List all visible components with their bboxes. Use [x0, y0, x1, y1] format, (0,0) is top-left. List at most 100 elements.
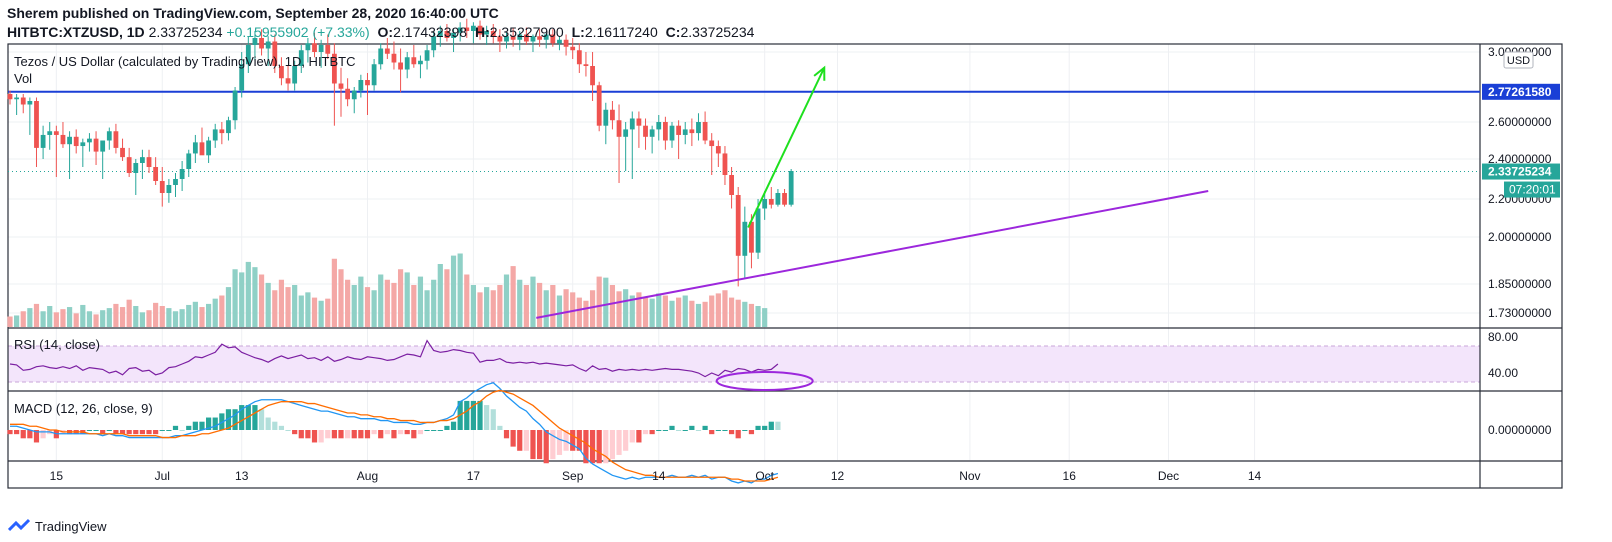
- candle-body: [451, 32, 456, 38]
- candle-body: [411, 57, 417, 65]
- candle-body: [431, 36, 437, 51]
- volume-bar: [642, 297, 649, 327]
- candle-body: [219, 129, 225, 134]
- macd-histogram-bar: [424, 430, 430, 431]
- volume-bar: [113, 303, 119, 327]
- macd-histogram-bar: [232, 409, 238, 430]
- candle-body: [14, 97, 20, 100]
- macd-histogram-bar: [252, 405, 258, 430]
- candle-body: [7, 94, 13, 100]
- candle-body: [623, 129, 629, 137]
- volume-bar: [417, 276, 424, 327]
- macd-histogram-bar: [728, 430, 735, 435]
- macd-histogram-bar: [404, 430, 410, 435]
- candle-body: [166, 185, 172, 193]
- hline-price-label: 2.77261580: [1488, 85, 1552, 99]
- macd-histogram-bar: [186, 425, 192, 430]
- candle-body: [490, 31, 496, 37]
- candle-body: [696, 122, 701, 134]
- volume-bar: [378, 274, 384, 327]
- macd-histogram-bar: [550, 430, 556, 460]
- candle-body: [212, 129, 218, 141]
- volume-bar: [40, 311, 46, 327]
- macd-histogram-bar: [623, 430, 629, 451]
- macd-histogram-bar: [609, 430, 616, 460]
- volume-label: Vol: [14, 71, 32, 86]
- macd-histogram-bar: [722, 430, 728, 431]
- macd-histogram-bar: [576, 430, 582, 451]
- candle-body: [510, 36, 516, 40]
- macd-histogram-bar: [563, 430, 569, 451]
- macd-histogram-bar: [265, 417, 271, 430]
- rsi-tick-label: 40.00: [1488, 366, 1518, 380]
- macd-histogram-bar: [27, 430, 33, 439]
- volume-bar: [100, 310, 106, 327]
- volume-bar: [212, 298, 218, 327]
- volume-bar: [285, 287, 291, 327]
- volume-bar: [550, 285, 556, 327]
- candle-body: [312, 43, 317, 52]
- macd-histogram-bar: [378, 430, 384, 439]
- candle-body: [550, 34, 556, 44]
- macd-histogram-bar: [596, 430, 602, 464]
- volume-bar: [146, 310, 152, 327]
- volume-bar: [292, 285, 298, 327]
- macd-histogram-bar: [556, 430, 563, 455]
- rsi-highlight-ellipse: [715, 371, 814, 391]
- candle-body: [73, 136, 79, 147]
- candle-body: [583, 64, 589, 66]
- macd-histogram-bar: [219, 413, 225, 430]
- candle-body: [603, 109, 609, 126]
- candle-body: [523, 34, 529, 42]
- macd-histogram-bar: [100, 430, 106, 435]
- volume-bar: [384, 279, 390, 327]
- price-change: +0.15955902 (+7.33%): [226, 24, 370, 40]
- candle-body: [563, 39, 569, 47]
- candle-body: [80, 142, 86, 147]
- candle-body: [497, 36, 503, 42]
- time-tick-label: 12: [831, 469, 845, 483]
- candle-body: [298, 50, 304, 66]
- macd-histogram-bar: [589, 430, 596, 464]
- volume-bar: [86, 311, 93, 327]
- volume-bar: [682, 295, 688, 327]
- volume-bar: [272, 290, 278, 327]
- candle-body: [477, 25, 483, 35]
- macd-histogram-bar: [682, 430, 688, 431]
- volume-bar: [345, 279, 351, 327]
- macd-histogram-bar: [629, 430, 635, 443]
- signal-line: [10, 389, 779, 482]
- macd-histogram-bar: [126, 430, 132, 435]
- footer-brand[interactable]: TradingView: [8, 518, 107, 534]
- candle-body: [649, 129, 655, 137]
- candle-body: [590, 66, 595, 86]
- volume-bar: [490, 290, 496, 327]
- volume-bar: [715, 293, 721, 327]
- candle-body: [656, 122, 662, 130]
- macd-histogram-bar: [258, 409, 265, 430]
- last-price-label: 2.33725234: [1488, 165, 1552, 179]
- chart-frame: [7, 43, 1563, 489]
- main-pane-title: Tezos / US Dollar (calculated by Trading…: [14, 54, 356, 69]
- candle-body: [742, 221, 748, 256]
- macd-histogram-bar: [212, 417, 218, 430]
- time-tick-label: Oct: [755, 469, 774, 483]
- candle-body: [775, 193, 781, 205]
- trend-line: [536, 190, 1209, 319]
- candle-body: [338, 83, 344, 89]
- volume-bar: [570, 292, 576, 327]
- candle-body: [40, 134, 46, 148]
- macd-histogram-bar: [497, 425, 503, 430]
- macd-histogram-bar: [206, 417, 212, 430]
- macd-histogram-bar: [391, 430, 397, 439]
- symbol-line: HITBTC:XTZUSD, 1D 2.33725234 +0.15955902…: [7, 24, 754, 40]
- time-tick-label: 17: [467, 469, 481, 483]
- volume-bar: [60, 309, 66, 327]
- macd-histogram-bar: [7, 430, 13, 435]
- volume-bar: [676, 297, 682, 327]
- macd-histogram-bar: [119, 430, 126, 435]
- candle-body: [735, 195, 741, 256]
- rsi-tick-label: 80.00: [1488, 330, 1518, 344]
- open-value: 2.17432398: [393, 24, 468, 40]
